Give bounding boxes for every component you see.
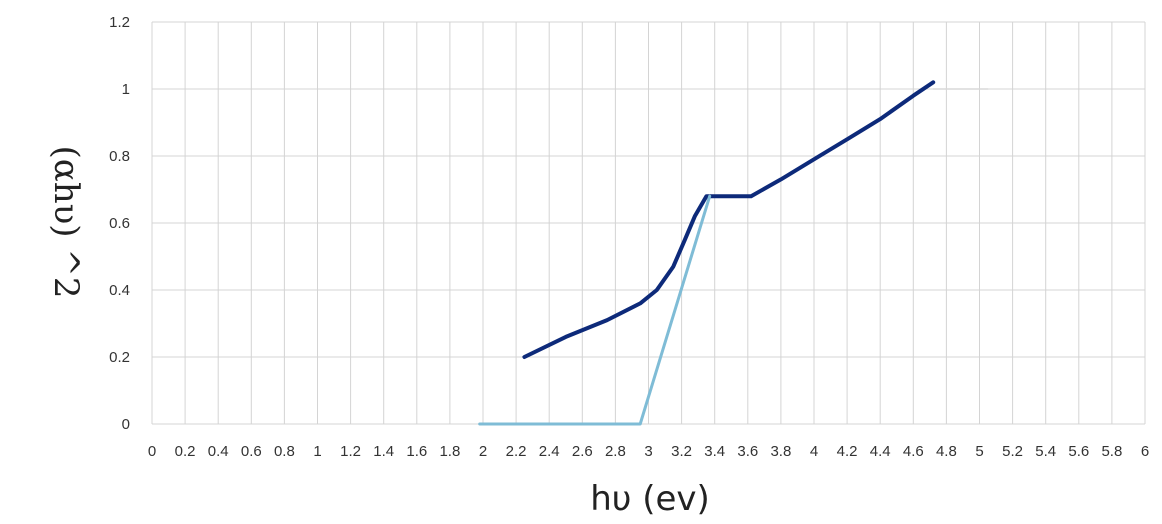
x-tick-label: 0.2 — [175, 443, 196, 460]
x-tick-label: 5.8 — [1101, 443, 1122, 460]
x-tick-label: 4.8 — [936, 443, 957, 460]
x-tick-label: 0.4 — [208, 443, 229, 460]
x-tick-label: 3.4 — [704, 443, 725, 460]
x-axis-label: hυ (ev) — [590, 479, 710, 519]
x-tick-label: 1.4 — [373, 443, 394, 460]
x-tick-label: 3.8 — [770, 443, 791, 460]
x-tick-label: 2.6 — [572, 443, 593, 460]
x-tick-label: 0.6 — [241, 443, 262, 460]
x-tick-labels: 0 0.2 0.4 0.6 0.8 1 1.2 1.4 1.6 1.8 2 2.2 2.4 2.6 2.8 3… — [148, 443, 1149, 460]
x-tick-label: 5.4 — [1035, 443, 1056, 460]
x-tick-label: 5.2 — [1002, 443, 1023, 460]
y-tick-label: 0.2 — [109, 349, 130, 366]
x-tick-label: 5.6 — [1068, 443, 1089, 460]
y-tick-label: 0.6 — [109, 215, 130, 232]
x-tick-label: 3.2 — [671, 443, 692, 460]
x-tick-label: 2.2 — [506, 443, 527, 460]
x-tick-label: 2.8 — [605, 443, 626, 460]
x-tick-label: 4 — [810, 443, 818, 460]
y-tick-label: 1.2 — [109, 14, 130, 31]
x-tick-label: 4.6 — [903, 443, 924, 460]
grid — [151, 21, 1146, 425]
y-tick-label: 0.8 — [109, 148, 130, 165]
y-tick-label: 0 — [122, 416, 130, 433]
x-tick-label: 0.8 — [274, 443, 295, 460]
series-line-2 — [478, 194, 712, 426]
x-tick-label: 3.6 — [737, 443, 758, 460]
x-tick-label: 1 — [313, 443, 321, 460]
x-tick-label: 2 — [479, 443, 487, 460]
x-tick-label: 1.6 — [406, 443, 427, 460]
x-tick-label: 4.2 — [837, 443, 858, 460]
y-axis-label: (αhυ) ^2 — [46, 146, 86, 299]
y-tick-label: 0.4 — [109, 282, 130, 299]
x-tick-label: 4.4 — [870, 443, 891, 460]
x-tick-label: 1.2 — [340, 443, 361, 460]
y-tick-labels: 0 0.2 0.4 0.6 0.8 1 1.2 — [109, 14, 130, 433]
series-line-1 — [522, 80, 936, 359]
x-tick-label: 1.8 — [439, 443, 460, 460]
y-tick-label: 1 — [122, 81, 130, 98]
x-tick-label: 2.4 — [539, 443, 560, 460]
x-tick-label: 5 — [975, 443, 983, 460]
series-layer — [478, 80, 989, 426]
x-tick-label: 3 — [644, 443, 652, 460]
x-tick-label: 0 — [148, 443, 156, 460]
x-tick-label: 6 — [1141, 443, 1149, 460]
